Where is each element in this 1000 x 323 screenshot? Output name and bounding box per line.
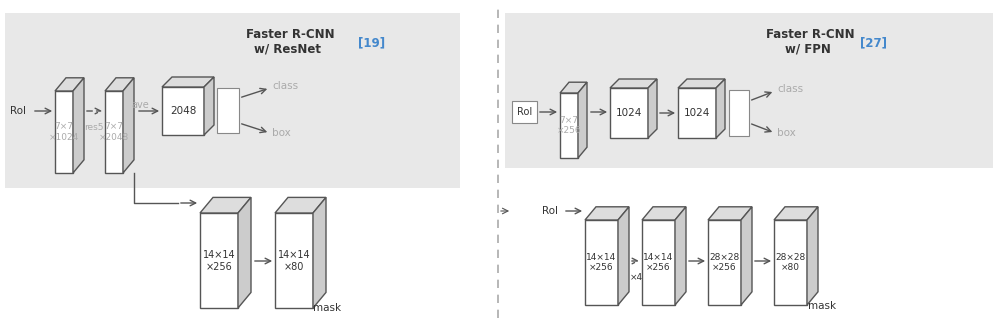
Text: RoI: RoI [10,106,26,116]
Text: 7×7
×2048: 7×7 ×2048 [99,122,129,142]
Polygon shape [560,82,587,93]
Polygon shape [55,91,73,173]
FancyBboxPatch shape [5,13,460,188]
Polygon shape [585,220,618,305]
Polygon shape [678,88,716,138]
Polygon shape [642,207,686,220]
Polygon shape [807,207,818,305]
Polygon shape [313,197,326,308]
Polygon shape [678,79,725,88]
Polygon shape [610,88,648,138]
Text: 2048: 2048 [170,106,196,116]
Text: box: box [777,128,796,138]
Polygon shape [610,79,657,88]
Polygon shape [716,79,725,138]
Polygon shape [162,77,214,87]
Text: res5: res5 [84,123,104,132]
Text: class: class [272,81,298,91]
Text: box: box [272,128,291,138]
Text: 14×14
×80: 14×14 ×80 [278,250,310,272]
Text: 14×14
×256: 14×14 ×256 [643,253,674,272]
Text: Faster R-CNN
w/ FPN: Faster R-CNN w/ FPN [766,28,854,56]
Polygon shape [708,220,741,305]
Polygon shape [585,207,629,220]
Polygon shape [642,220,675,305]
Text: Faster R-CNN
w/ ResNet: Faster R-CNN w/ ResNet [246,28,334,56]
Polygon shape [618,207,629,305]
Text: 7×7
×1024: 7×7 ×1024 [49,122,79,142]
Polygon shape [238,197,251,308]
Polygon shape [708,207,752,220]
Polygon shape [741,207,752,305]
Text: 1024: 1024 [616,108,642,118]
Polygon shape [105,91,123,173]
Polygon shape [275,197,326,213]
Text: [19]: [19] [358,36,385,49]
Polygon shape [200,197,251,213]
Text: 14×14
×256: 14×14 ×256 [203,250,235,272]
Polygon shape [204,77,214,135]
Polygon shape [774,220,807,305]
Polygon shape [578,82,587,158]
Text: 7×7
×256: 7×7 ×256 [557,116,581,135]
Text: 28×28
×256: 28×28 ×256 [709,253,740,272]
Polygon shape [200,213,238,308]
Text: 1024: 1024 [684,108,710,118]
FancyBboxPatch shape [512,101,537,123]
Text: ×4: ×4 [629,273,643,282]
FancyBboxPatch shape [217,88,239,133]
Text: RoI: RoI [542,206,558,216]
Polygon shape [648,79,657,138]
FancyBboxPatch shape [505,13,993,168]
Text: mask: mask [808,301,836,311]
Text: ave: ave [131,100,149,110]
Polygon shape [162,87,204,135]
FancyBboxPatch shape [729,90,749,136]
Polygon shape [774,207,818,220]
Text: class: class [777,84,803,94]
Polygon shape [55,78,84,91]
Text: 28×28
×80: 28×28 ×80 [775,253,806,272]
Polygon shape [73,78,84,173]
Polygon shape [560,93,578,158]
Text: 14×14
×256: 14×14 ×256 [586,253,617,272]
Polygon shape [123,78,134,173]
Text: RoI: RoI [517,107,532,117]
Text: [27]: [27] [860,36,887,49]
Polygon shape [675,207,686,305]
Polygon shape [275,213,313,308]
Polygon shape [105,78,134,91]
Text: mask: mask [313,303,341,313]
